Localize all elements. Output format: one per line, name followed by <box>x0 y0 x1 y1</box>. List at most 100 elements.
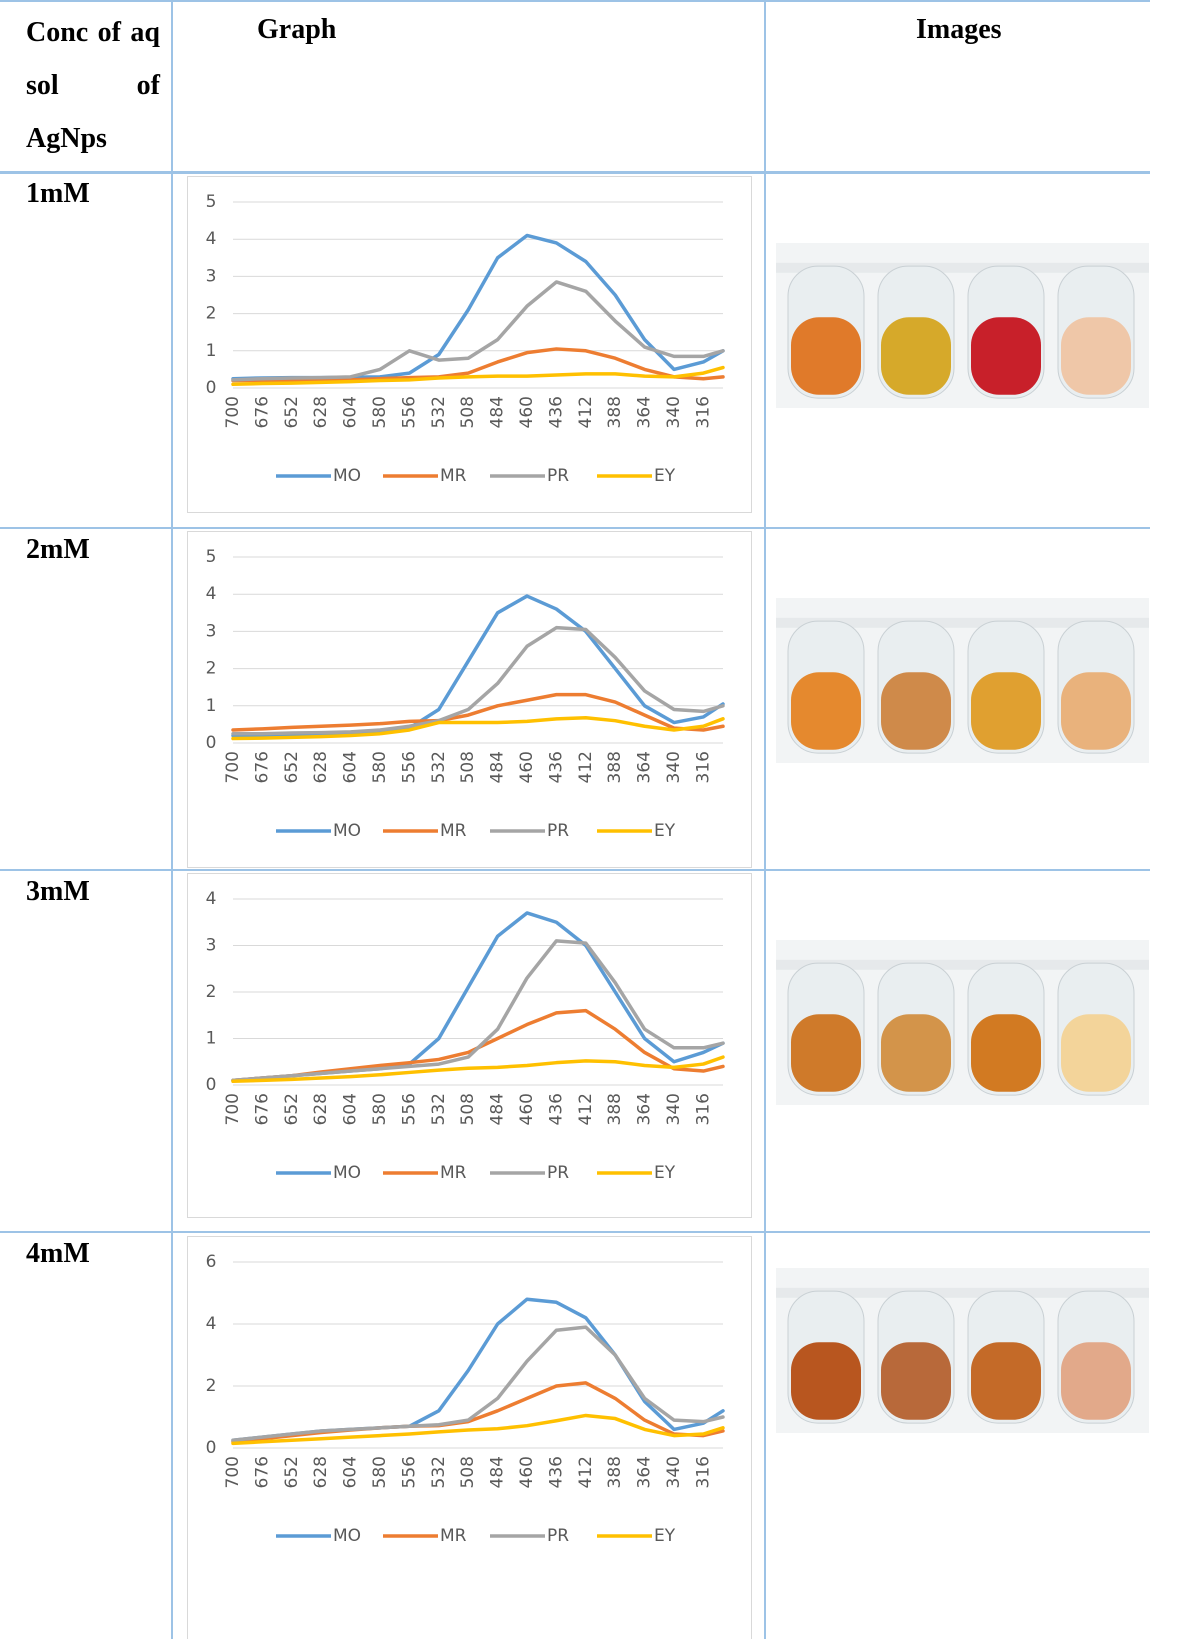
x-tick-label: 388 <box>605 751 625 783</box>
column-header: Graph <box>257 14 336 46</box>
x-tick-label: 700 <box>223 1456 243 1488</box>
x-tick-label: 316 <box>693 1093 713 1125</box>
liquid <box>791 1342 861 1420</box>
x-tick-label: 364 <box>635 1456 655 1488</box>
liquid <box>881 1014 951 1092</box>
x-tick-label: 532 <box>429 751 449 783</box>
x-tick-label: 316 <box>693 751 713 783</box>
legend-label: MR <box>440 466 467 486</box>
legend-label: PR <box>547 821 569 841</box>
x-tick-label: 412 <box>576 1093 596 1125</box>
row-label: 3mM <box>26 876 90 908</box>
y-tick-label: 2 <box>206 982 217 1002</box>
x-tick-label: 484 <box>488 751 508 783</box>
y-tick-label: 3 <box>206 621 217 641</box>
legend-label: MO <box>333 466 361 486</box>
x-tick-label: 388 <box>605 1093 625 1125</box>
x-tick-label: 556 <box>399 1093 419 1125</box>
x-tick-label: 676 <box>252 1093 272 1125</box>
x-tick-label: 460 <box>517 1456 537 1488</box>
x-tick-label: 556 <box>399 1456 419 1488</box>
x-tick-label: 508 <box>458 1093 478 1125</box>
x-tick-label: 484 <box>488 396 508 428</box>
x-tick-label: 460 <box>517 751 537 783</box>
x-tick-label: 412 <box>576 1456 596 1488</box>
legend-label: MR <box>440 821 467 841</box>
x-tick-label: 364 <box>635 751 655 783</box>
x-tick-label: 460 <box>517 396 537 428</box>
y-tick-label: 0 <box>206 1075 217 1095</box>
x-tick-label: 700 <box>223 1093 243 1125</box>
x-tick-label: 388 <box>605 1456 625 1488</box>
legend-label: EY <box>654 1526 676 1546</box>
legend-label: EY <box>654 821 676 841</box>
y-tick-label: 2 <box>206 304 217 324</box>
x-tick-label: 652 <box>282 1093 302 1125</box>
y-tick-label: 1 <box>206 341 217 361</box>
x-tick-label: 676 <box>252 751 272 783</box>
x-tick-label: 532 <box>429 396 449 428</box>
chart: 0123470067665262860458055653250848446043… <box>188 874 751 1217</box>
x-tick-label: 652 <box>282 396 302 428</box>
x-tick-label: 556 <box>399 751 419 783</box>
legend-label: EY <box>654 466 676 486</box>
y-tick-label: 4 <box>206 584 217 604</box>
liquid <box>881 672 951 750</box>
x-tick-label: 580 <box>370 751 390 783</box>
y-tick-label: 6 <box>206 1252 217 1272</box>
x-tick-label: 484 <box>488 1093 508 1125</box>
y-tick-label: 5 <box>206 192 217 212</box>
legend-label: PR <box>547 1526 569 1546</box>
column-header: Images <box>916 14 1002 46</box>
x-tick-label: 604 <box>341 1456 361 1488</box>
page: Conc of aq sol of AgNps Graph Images 1mM… <box>0 0 1202 1639</box>
x-tick-label: 436 <box>546 1456 566 1488</box>
x-tick-label: 364 <box>635 1093 655 1125</box>
x-tick-label: 676 <box>252 396 272 428</box>
row-label: 4mM <box>26 1238 90 1270</box>
y-tick-label: 5 <box>206 547 217 567</box>
y-tick-label: 3 <box>206 266 217 286</box>
x-tick-label: 628 <box>311 396 331 428</box>
x-tick-label: 316 <box>693 396 713 428</box>
photo <box>776 940 1149 1140</box>
y-tick-label: 2 <box>206 659 217 679</box>
liquid <box>1061 672 1131 750</box>
liquid <box>1061 317 1131 395</box>
series-line <box>233 1057 723 1081</box>
x-tick-label: 652 <box>282 1456 302 1488</box>
legend-label: MO <box>333 1163 361 1183</box>
x-tick-label: 604 <box>341 1093 361 1125</box>
x-tick-label: 412 <box>576 751 596 783</box>
x-tick-label: 580 <box>370 396 390 428</box>
x-tick-label: 340 <box>664 396 684 428</box>
x-tick-label: 700 <box>223 751 243 783</box>
liquid <box>971 317 1041 395</box>
liquid <box>881 1342 951 1420</box>
y-tick-label: 4 <box>206 889 217 909</box>
x-tick-label: 652 <box>282 751 302 783</box>
table-border <box>764 0 766 1639</box>
x-tick-label: 436 <box>546 1093 566 1125</box>
x-tick-label: 460 <box>517 1093 537 1125</box>
photo <box>776 243 1149 408</box>
legend-label: MR <box>440 1526 467 1546</box>
x-tick-label: 508 <box>458 1456 478 1488</box>
chart-frame: 0123470067665262860458055653250848446043… <box>187 873 752 1218</box>
x-tick-label: 580 <box>370 1093 390 1125</box>
series-line <box>233 941 723 1081</box>
series-line <box>233 282 723 380</box>
x-tick-label: 676 <box>252 1456 272 1488</box>
x-tick-label: 580 <box>370 1456 390 1488</box>
x-tick-label: 316 <box>693 1456 713 1488</box>
y-tick-label: 0 <box>206 378 217 398</box>
liquid <box>1061 1342 1131 1420</box>
x-tick-label: 340 <box>664 1456 684 1488</box>
x-tick-label: 340 <box>664 1093 684 1125</box>
x-tick-label: 604 <box>341 396 361 428</box>
table-border <box>171 0 173 1639</box>
x-tick-label: 340 <box>664 751 684 783</box>
x-tick-label: 628 <box>311 1456 331 1488</box>
